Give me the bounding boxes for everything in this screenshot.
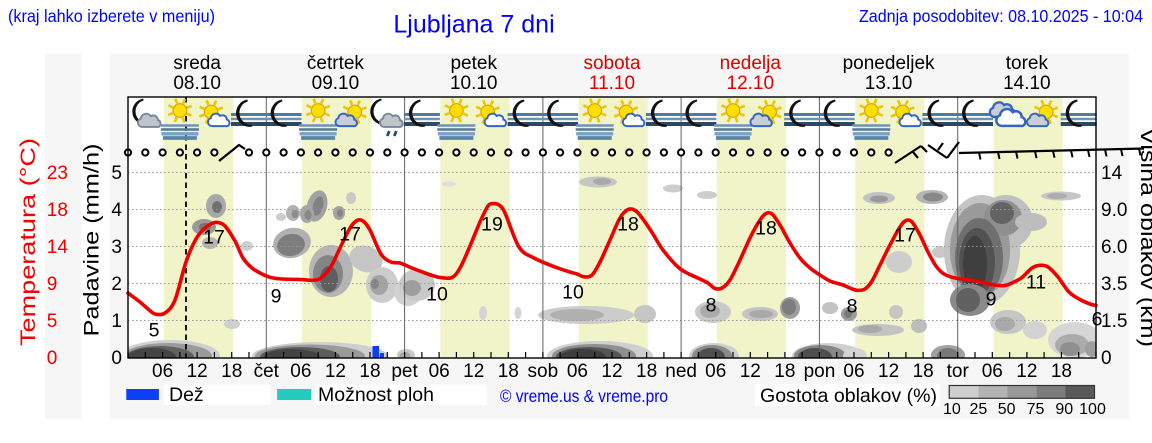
svg-text:12.10: 12.10 bbox=[727, 73, 775, 94]
svg-text:Možnost ploh: Možnost ploh bbox=[318, 384, 434, 406]
svg-text:nedelja: nedelja bbox=[720, 53, 782, 74]
svg-text:8: 8 bbox=[706, 295, 717, 317]
svg-text:2: 2 bbox=[111, 274, 122, 295]
svg-text:75: 75 bbox=[1027, 401, 1045, 418]
svg-text:18: 18 bbox=[617, 214, 639, 236]
svg-text:18: 18 bbox=[221, 361, 242, 382]
svg-text:06: 06 bbox=[567, 361, 588, 382]
svg-text:13.10: 13.10 bbox=[865, 73, 913, 94]
svg-text:3: 3 bbox=[111, 237, 122, 258]
svg-text:12: 12 bbox=[878, 361, 899, 382]
svg-text:12: 12 bbox=[1016, 361, 1037, 382]
svg-text:17: 17 bbox=[339, 224, 361, 246]
svg-text:Ljubljana 7 dni: Ljubljana 7 dni bbox=[393, 11, 554, 39]
svg-text:08.10: 08.10 bbox=[173, 73, 221, 94]
svg-text:14: 14 bbox=[1101, 163, 1123, 184]
svg-text:pet: pet bbox=[391, 361, 418, 382]
svg-text:12: 12 bbox=[325, 361, 346, 382]
svg-text:10: 10 bbox=[426, 284, 448, 306]
svg-text:25: 25 bbox=[970, 401, 988, 418]
svg-text:1.5: 1.5 bbox=[1101, 311, 1127, 332]
svg-text:100: 100 bbox=[1079, 401, 1106, 418]
svg-text:Dež: Dež bbox=[169, 384, 204, 406]
svg-text:torek: torek bbox=[1006, 53, 1049, 74]
svg-text:09.10: 09.10 bbox=[312, 73, 360, 94]
svg-text:14.10: 14.10 bbox=[1003, 73, 1051, 94]
svg-text:četrtek: četrtek bbox=[307, 53, 365, 74]
svg-text:1: 1 bbox=[111, 311, 122, 332]
svg-text:90: 90 bbox=[1055, 401, 1073, 418]
svg-text:18: 18 bbox=[755, 218, 777, 240]
svg-text:18: 18 bbox=[498, 361, 519, 382]
svg-text:9.0: 9.0 bbox=[1101, 200, 1127, 221]
svg-text:Zadnja posodobitev: 08.10.2025: Zadnja posodobitev: 08.10.2025 - 10:04 bbox=[859, 6, 1143, 26]
svg-text:18: 18 bbox=[636, 361, 657, 382]
svg-text:9: 9 bbox=[986, 289, 997, 311]
svg-text:sobota: sobota bbox=[583, 53, 640, 74]
svg-text:6: 6 bbox=[1092, 309, 1103, 331]
svg-text:3.5: 3.5 bbox=[1101, 274, 1127, 295]
svg-text:10: 10 bbox=[562, 282, 584, 304]
svg-text:18: 18 bbox=[774, 361, 795, 382]
svg-text:sreda: sreda bbox=[173, 53, 221, 74]
svg-text:11: 11 bbox=[1026, 272, 1046, 294]
svg-text:19: 19 bbox=[481, 214, 503, 236]
svg-text:17: 17 bbox=[894, 225, 916, 247]
svg-text:4: 4 bbox=[111, 200, 122, 221]
svg-text:12: 12 bbox=[463, 361, 484, 382]
svg-text:50: 50 bbox=[998, 401, 1016, 418]
svg-text:ponedeljek: ponedeljek bbox=[843, 53, 935, 74]
svg-text:5: 5 bbox=[47, 311, 58, 332]
svg-text:18: 18 bbox=[913, 361, 934, 382]
svg-text:Temperatura (°C): Temperatura (°C) bbox=[17, 138, 40, 346]
svg-text:ned: ned bbox=[665, 361, 697, 382]
svg-text:10: 10 bbox=[943, 401, 961, 418]
svg-text:8: 8 bbox=[847, 296, 858, 318]
svg-text:9: 9 bbox=[47, 274, 58, 295]
svg-text:sob: sob bbox=[528, 361, 559, 382]
svg-text:06: 06 bbox=[429, 361, 450, 382]
svg-text:12: 12 bbox=[187, 361, 208, 382]
svg-text:23: 23 bbox=[47, 163, 68, 184]
svg-text:5: 5 bbox=[111, 163, 122, 184]
svg-text:10.10: 10.10 bbox=[450, 73, 498, 94]
svg-text:© vreme.us & vreme.pro: © vreme.us & vreme.pro bbox=[500, 386, 668, 406]
svg-text:Gostota oblakov (%): Gostota oblakov (%) bbox=[760, 385, 937, 407]
svg-text:12: 12 bbox=[740, 361, 761, 382]
svg-text:Padavine (mm/h): Padavine (mm/h) bbox=[81, 144, 104, 337]
svg-text:06: 06 bbox=[290, 361, 311, 382]
svg-text:18: 18 bbox=[47, 200, 68, 221]
svg-text:12: 12 bbox=[601, 361, 622, 382]
svg-text:18: 18 bbox=[1051, 361, 1072, 382]
svg-text:17: 17 bbox=[203, 227, 225, 249]
svg-text:petek: petek bbox=[450, 53, 497, 74]
svg-text:pon: pon bbox=[804, 361, 836, 382]
svg-text:čet: čet bbox=[254, 361, 280, 382]
svg-text:11.10: 11.10 bbox=[589, 73, 635, 94]
svg-text:5: 5 bbox=[149, 320, 160, 342]
svg-text:0: 0 bbox=[111, 348, 122, 369]
svg-text:0: 0 bbox=[1101, 348, 1112, 369]
svg-text:06: 06 bbox=[705, 361, 726, 382]
svg-text:0: 0 bbox=[47, 348, 58, 369]
svg-text:06: 06 bbox=[982, 361, 1003, 382]
svg-text:tor: tor bbox=[947, 361, 970, 382]
svg-text:Višina oblakov (km): Višina oblakov (km) bbox=[1136, 128, 1152, 347]
svg-text:06: 06 bbox=[843, 361, 864, 382]
svg-text:06: 06 bbox=[152, 361, 173, 382]
svg-text:14: 14 bbox=[47, 237, 69, 258]
svg-text:18: 18 bbox=[359, 361, 380, 382]
svg-text:6.0: 6.0 bbox=[1101, 237, 1127, 258]
svg-text:(kraj lahko izberete v meniju): (kraj lahko izberete v meniju) bbox=[8, 6, 215, 26]
svg-text:9: 9 bbox=[271, 286, 282, 308]
